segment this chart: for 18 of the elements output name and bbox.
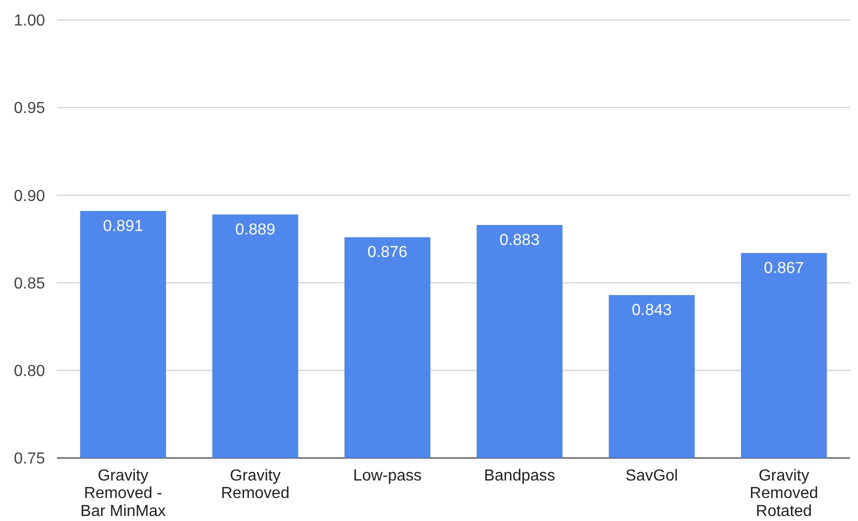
data-label: 0.889: [235, 221, 276, 238]
data-label: 0.867: [764, 260, 804, 278]
x-tick-label: Bandpass: [484, 468, 556, 485]
y-tick-label: 0.95: [14, 100, 46, 118]
x-tick-label: Gravity Removed: [221, 468, 290, 502]
x-tick-label: SavGol: [626, 468, 678, 485]
x-tick-label: Low-pass: [353, 468, 422, 485]
y-tick-label: 0.80: [14, 363, 46, 380]
x-tick-label: Gravity Removed - Bar MinMax: [80, 468, 166, 520]
data-label: 0.891: [103, 218, 144, 235]
x-tick-label: Gravity Removed Rotated: [750, 468, 818, 520]
y-tick-label: 1.00: [14, 12, 46, 30]
y-tick-label: 0.85: [14, 275, 46, 292]
data-label: 0.876: [367, 244, 408, 262]
data-label: 0.843: [632, 302, 672, 320]
data-label: 0.883: [500, 232, 540, 249]
y-tick-label: 0.75: [14, 450, 46, 468]
y-tick-label: 0.90: [14, 188, 46, 205]
